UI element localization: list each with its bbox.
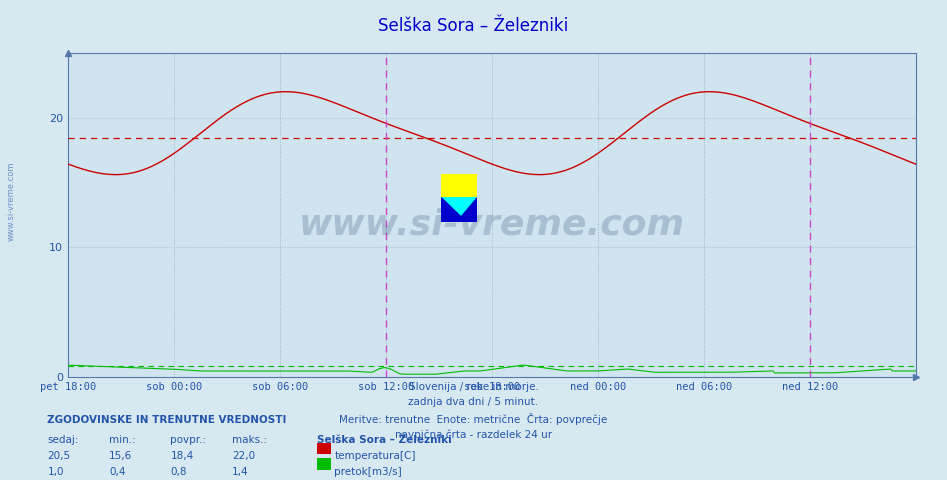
Text: sedaj:: sedaj: [47,435,79,445]
Text: zadnja dva dni / 5 minut.: zadnja dva dni / 5 minut. [408,397,539,408]
Text: 0,4: 0,4 [109,467,125,477]
Text: navpična črta - razdelek 24 ur: navpična črta - razdelek 24 ur [395,429,552,440]
Text: 1,0: 1,0 [47,467,63,477]
Text: 15,6: 15,6 [109,451,133,461]
Text: povpr.:: povpr.: [170,435,206,445]
Text: 18,4: 18,4 [170,451,194,461]
Polygon shape [441,198,461,222]
Text: 20,5: 20,5 [47,451,70,461]
Text: 22,0: 22,0 [232,451,255,461]
Text: Selška Sora – Železniki: Selška Sora – Železniki [379,17,568,35]
Text: Selška Sora – Železniki: Selška Sora – Železniki [317,435,452,445]
Text: Meritve: trenutne  Enote: metrične  Črta: povprečje: Meritve: trenutne Enote: metrične Črta: … [339,413,608,425]
Text: www.si-vreme.com: www.si-vreme.com [299,207,685,241]
Text: maks.:: maks.: [232,435,267,445]
Text: temperatura[C]: temperatura[C] [334,451,416,461]
Text: min.:: min.: [109,435,135,445]
Text: 1,4: 1,4 [232,467,249,477]
Text: 0,8: 0,8 [170,467,187,477]
Polygon shape [441,198,477,222]
Text: ZGODOVINSKE IN TRENUTNE VREDNOSTI: ZGODOVINSKE IN TRENUTNE VREDNOSTI [47,415,287,425]
Text: www.si-vreme.com: www.si-vreme.com [7,162,16,241]
Polygon shape [441,174,477,198]
Text: pretok[m3/s]: pretok[m3/s] [334,467,402,477]
Polygon shape [441,198,477,217]
Text: Slovenija / reke in morje.: Slovenija / reke in morje. [408,382,539,392]
